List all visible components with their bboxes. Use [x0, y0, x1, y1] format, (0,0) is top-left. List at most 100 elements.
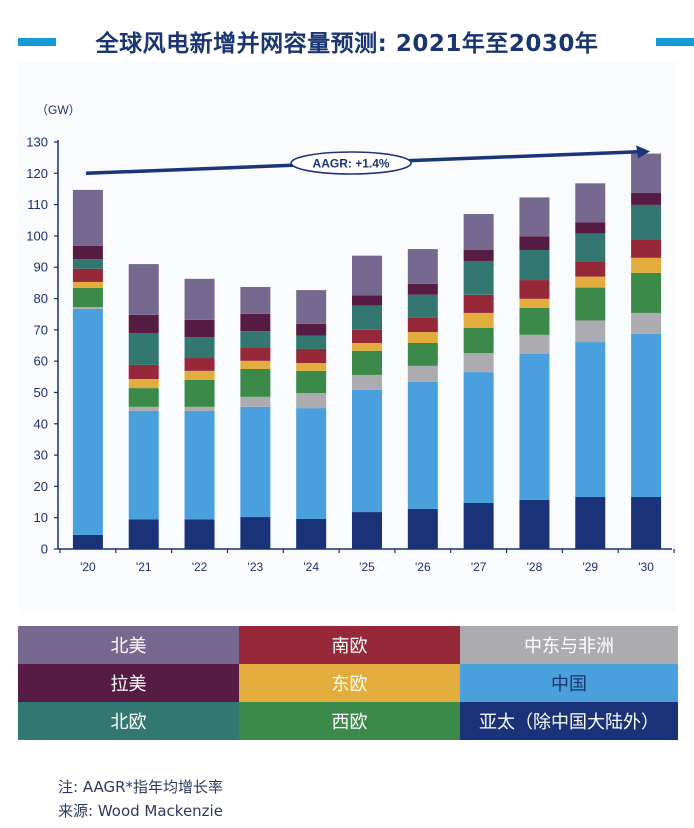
legend-item: 亚太（除中国大陆外） [460, 702, 678, 740]
y-axis-unit-label: （GW） [36, 103, 81, 117]
bar-segment [519, 236, 550, 251]
bar-segment [184, 519, 215, 549]
bar-segment [184, 379, 215, 407]
bar-segment [631, 333, 662, 498]
bar-segment [296, 363, 327, 371]
bar-segment [296, 393, 327, 409]
bar-segment [519, 499, 550, 549]
bar-segment [352, 350, 382, 375]
bar-segment [407, 317, 438, 333]
bar-segment [128, 264, 159, 315]
y-tick-label: 30 [34, 448, 48, 463]
bar-segment [575, 320, 606, 343]
bar-stack [407, 249, 438, 549]
bar-segment [352, 255, 382, 296]
bar-segment [407, 381, 438, 509]
bar-segment [72, 245, 103, 260]
bar-segment [575, 261, 606, 277]
bar-segment [407, 508, 438, 549]
title-accent-left [18, 38, 56, 46]
legend-item: 南欧 [239, 626, 460, 664]
bar-segment [72, 189, 103, 246]
legend-item: 西欧 [239, 702, 460, 740]
legend-label: 中国 [551, 674, 587, 695]
y-tick-label: 130 [26, 135, 48, 150]
bar-segment [631, 153, 662, 194]
bar-segment [519, 280, 550, 299]
legend-label: 中东与非洲 [524, 636, 614, 657]
bar-segment [296, 370, 327, 394]
bar-segment [128, 364, 159, 379]
bar-segment [128, 332, 159, 365]
legend-label: 北欧 [110, 712, 147, 733]
legend-item: 北美 [18, 626, 239, 664]
bar-segment [407, 249, 438, 284]
bar-stack [128, 264, 159, 549]
bar-segment [296, 348, 327, 364]
title-row: 全球风电新增并网容量预测: 2021年至2030年 [0, 22, 694, 62]
notes: 注: AAGR*指年均增长率 来源: Wood Mackenzie [58, 775, 223, 823]
bar-segment [296, 408, 327, 519]
bar-segment [72, 308, 103, 535]
bar-stack [296, 290, 327, 549]
bar-segment [519, 250, 550, 281]
bar-segment [184, 406, 215, 411]
legend-label: 亚太（除中国大陆外） [479, 712, 659, 733]
bar-segment [184, 410, 215, 520]
bar-stack [575, 183, 606, 549]
bar-segment [407, 342, 438, 366]
bar-stack [631, 153, 662, 549]
y-tick-label: 90 [34, 260, 48, 275]
bar-segment [631, 204, 662, 240]
bar-segment [72, 306, 103, 309]
bar-segment [72, 259, 103, 269]
x-tick-label: '29 [582, 560, 598, 574]
x-tick-label: '23 [248, 560, 264, 574]
bar-segment [463, 250, 494, 261]
x-tick-label: '21 [136, 560, 152, 574]
legend-item: 北欧 [18, 702, 239, 740]
bar-segment [407, 283, 438, 295]
x-tick-label: '25 [359, 560, 375, 574]
legend-label: 西欧 [331, 712, 368, 733]
bar-stack [184, 278, 215, 549]
bar-segment [184, 358, 215, 371]
bar-segment [240, 396, 271, 407]
bar-segment [631, 239, 662, 258]
bar-segment [240, 286, 271, 314]
legend-item: 中东与非洲 [460, 626, 678, 664]
y-tick-label: 60 [34, 354, 48, 369]
chart-title: 全球风电新增并网容量预测: 2021年至2030年 [95, 31, 599, 57]
bar-stack [519, 197, 550, 549]
bar-segment [128, 406, 159, 411]
bar-segment [463, 327, 494, 354]
legend-item: 拉美 [18, 664, 239, 702]
bar-segment [352, 305, 382, 330]
bar-segment [463, 312, 494, 328]
bar-segment [463, 502, 494, 549]
bar-segment [128, 314, 159, 333]
bar-segment [352, 329, 382, 343]
bar-segment [240, 331, 271, 349]
title-accent-right [656, 38, 694, 46]
bar-segment [128, 410, 159, 520]
bar-segment [240, 517, 271, 549]
y-tick-label: 20 [34, 479, 48, 494]
bar-segment [575, 342, 606, 498]
bar-segment [407, 332, 438, 343]
x-tick-label: '22 [192, 560, 208, 574]
bar-segment [631, 272, 662, 313]
bar-segment [352, 512, 382, 549]
bar-stack [352, 255, 382, 549]
x-tick-label: '26 [415, 560, 431, 574]
bar-segment [128, 388, 159, 407]
bar-segment [519, 353, 550, 500]
bar-segment [519, 334, 550, 354]
bar-segment [463, 294, 494, 313]
y-tick-label: 50 [34, 385, 48, 400]
aagr-label-ellipse [290, 151, 412, 175]
y-tick-label: 80 [34, 291, 48, 306]
bar-segment [184, 278, 215, 320]
bar-segment [463, 214, 494, 251]
bar-segment [575, 276, 606, 288]
